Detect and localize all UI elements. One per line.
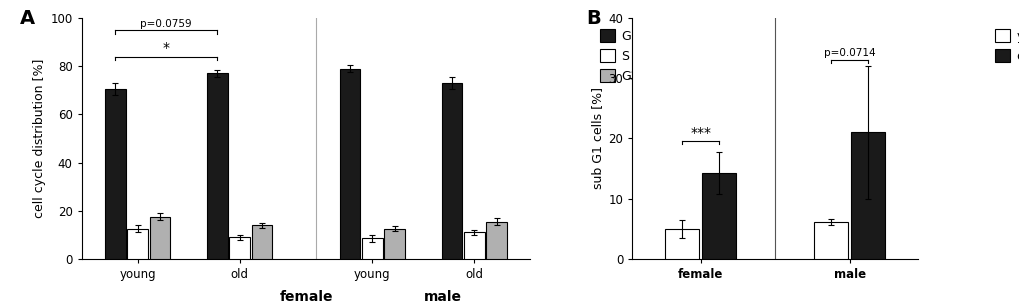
Legend: young, old: young, old <box>989 24 1019 68</box>
Bar <box>150 217 170 259</box>
Bar <box>441 83 462 259</box>
Legend: G1, S, G2/M: G1, S, G2/M <box>594 24 658 88</box>
Bar <box>207 73 227 259</box>
Bar <box>851 132 884 259</box>
Bar <box>464 232 484 259</box>
Bar <box>339 69 360 259</box>
Bar <box>252 225 272 259</box>
Bar <box>813 222 848 259</box>
Text: male: male <box>424 290 462 301</box>
Bar <box>229 237 250 259</box>
Y-axis label: sub G1 cells [%]: sub G1 cells [%] <box>591 88 603 189</box>
Y-axis label: cell cycle distribution [%]: cell cycle distribution [%] <box>34 59 46 218</box>
Bar <box>486 222 506 259</box>
Text: A: A <box>20 9 36 28</box>
Text: *: * <box>163 41 169 55</box>
Bar <box>664 229 698 259</box>
Text: B: B <box>586 9 600 28</box>
Text: female: female <box>279 290 332 301</box>
Bar <box>701 173 736 259</box>
Bar <box>384 229 405 259</box>
Bar <box>127 229 148 259</box>
Text: ***: *** <box>690 126 710 140</box>
Text: p=0.0714: p=0.0714 <box>823 48 874 58</box>
Bar <box>105 89 125 259</box>
Text: p=0.0759: p=0.0759 <box>141 19 192 29</box>
Bar <box>362 238 382 259</box>
